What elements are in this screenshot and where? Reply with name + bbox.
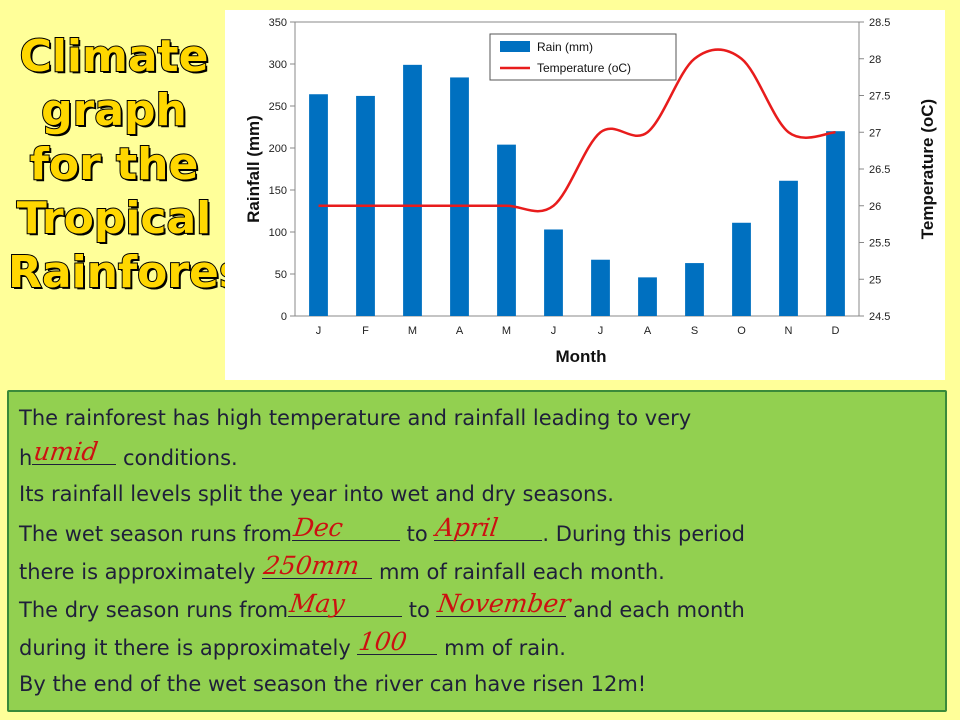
y-tick-label: 0 [281,311,287,323]
answer-blank: May [288,589,403,618]
x-tick-label: J [551,325,557,337]
handwritten-answer: umid [32,437,101,466]
answer-blank: 100 [357,627,438,656]
x-tick-label: F [362,325,369,337]
answer-blank: April [434,513,543,542]
rain-bar [826,131,845,316]
rain-bar [685,263,704,316]
y-tick-label: 200 [269,143,287,155]
text-line-1: The rainforest has high temperature and … [19,406,692,430]
answer-blank: 250mm [262,551,373,580]
worksheet-text-box: The rainforest has high temperature and … [7,390,947,712]
rain-bar [497,144,516,316]
handwritten-answer: November [436,589,573,618]
slide-title: Climate graph for the Tropical Rainfores… [7,30,267,299]
x-tick-label: M [502,325,511,337]
y2-tick-label: 24.5 [869,311,890,323]
y-tick-label: 250 [269,101,287,113]
rain-bar [591,259,610,316]
text-line-7: during it there is approximately 100 mm … [19,627,566,660]
text-line-8: By the end of the wet season the river c… [19,672,647,696]
y2-tick-label: 25.5 [869,238,890,250]
rain-bar [638,277,657,316]
y2-tick-label: 28 [869,54,881,66]
text-line-5: there is approximately 250mm mm of rainf… [19,551,665,584]
y-axis-title: Rainfall (mm) [244,115,263,223]
y2-tick-label: 28.5 [869,17,890,29]
legend-label-temperature: Temperature (oC) [537,61,631,75]
answer-blank: Dec [292,513,400,542]
rain-bar [779,180,798,316]
y-tick-label: 50 [275,269,287,281]
answer-blank: November [436,589,572,618]
y-tick-label: 100 [269,227,287,239]
y-tick-label: 350 [269,17,287,29]
text-line-3: Its rainfall levels split the year into … [19,482,614,506]
y-tick-label: 300 [269,59,287,71]
text-line-4: The wet season runs from Dec to April. Du… [19,513,745,546]
y2-axis-title: Temperature (oC) [918,99,937,239]
text-line-6: The dry season runs from May to November … [19,589,745,622]
rain-bar [732,222,751,316]
answer-blank: umid [32,437,117,466]
handwritten-answer: 250mm [262,551,362,580]
temperature-line [318,48,836,213]
x-tick-label: N [785,325,793,337]
handwritten-answer: Dec [291,513,345,542]
y2-tick-label: 26.5 [869,164,890,176]
rain-bar [450,77,469,316]
handwritten-answer: 100 [357,627,410,656]
chart-svg: 0 50 100 150 200 250 300 350 24.5 25 25.5 26 26.5 27 2… [244,17,937,366]
y2-tick-label: 26 [869,201,881,213]
legend-swatch-rain [500,41,530,52]
y2-tick-label: 27 [869,127,881,139]
y2-tick-label: 27.5 [869,91,890,103]
x-tick-label: A [644,325,652,337]
climate-chart: 0 50 100 150 200 250 300 350 24.5 25 25.5 26 26.5 27 2… [225,10,945,380]
handwritten-answer: April [434,513,501,542]
x-tick-label: J [598,325,604,337]
x-axis-title: Month [556,347,607,366]
x-tick-label: M [408,325,417,337]
rain-bar [544,229,563,316]
legend-label-rain: Rain (mm) [537,40,593,54]
y-tick-label: 150 [269,185,287,197]
x-tick-label: D [832,325,840,337]
text-line-2: h umid conditions. [19,437,238,470]
y2-tick-label: 25 [869,274,881,286]
x-tick-label: O [737,325,746,337]
handwritten-answer: May [288,589,347,618]
rain-bar [403,64,422,316]
x-tick-label: A [456,325,464,337]
x-tick-label: J [316,325,322,337]
x-tick-label: S [691,325,698,337]
